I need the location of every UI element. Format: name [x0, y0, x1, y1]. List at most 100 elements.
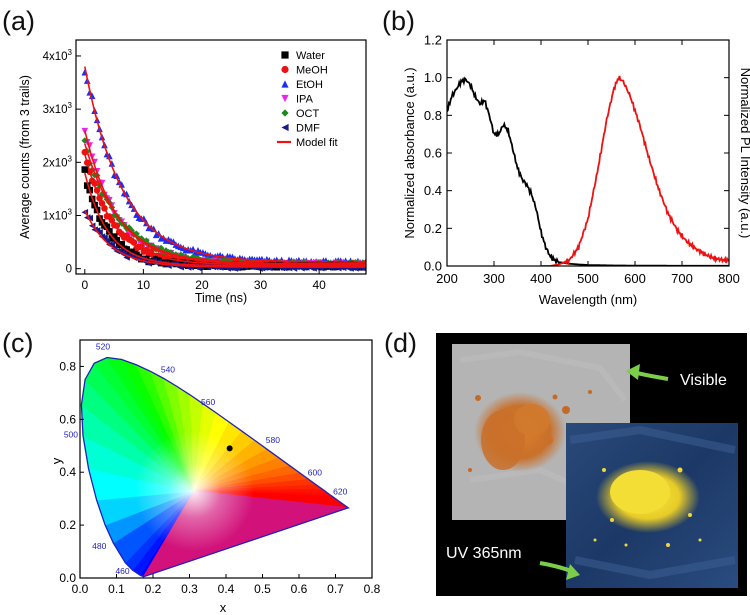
chart-c-cie-diagram: 0.0 0.1 0.2 0.3 0.4 0.5 0.6 0.7 0.8 0.0 0.2 0.4 0.6 0… [49, 339, 381, 615]
series-absorbance-line [447, 76, 729, 266]
data-point [130, 239, 138, 246]
x-tick-label: 700 [671, 271, 693, 286]
legend-marker-meoh [281, 65, 289, 74]
x-tick-label: 30 [254, 278, 268, 292]
x-tick-label: 40 [312, 278, 326, 292]
data-point [106, 228, 113, 235]
y-tick-label: 4x103 [43, 48, 73, 63]
chart-c-axes: 0.0 0.1 0.2 0.3 0.4 0.5 0.6 0.7 0.8 0.0 0.2 0.4 0.6 0… [59, 359, 380, 596]
y-tick-label: 0.8 [59, 359, 76, 373]
data-point [113, 236, 121, 244]
visible-arrowhead [626, 364, 640, 380]
x-tick-label: 0.2 [145, 582, 162, 596]
wavelength-label-580: 580 [266, 435, 280, 445]
chart-b-frame [446, 39, 730, 267]
cie-sample-point-group [226, 445, 233, 452]
legend-marker-ipa [281, 94, 289, 103]
x-tick-label: 400 [530, 271, 552, 286]
data-point [157, 244, 165, 252]
x-tick-label: 0.8 [364, 582, 381, 596]
data-point [103, 237, 111, 244]
y-tick-label: 1.0 [424, 70, 442, 85]
y-tick-label: 2x103 [43, 154, 73, 169]
y-tick-label: 0.4 [424, 183, 442, 198]
y-tick-label: 0.0 [424, 259, 442, 274]
data-point [96, 228, 103, 236]
wavelength-label-460: 460 [115, 566, 129, 576]
panel-label-d: (d) [384, 328, 417, 358]
data-point [96, 215, 103, 222]
model-fit-dmf [84, 209, 366, 268]
wavelength-label-600: 600 [308, 468, 322, 478]
x-tick-label: 0.7 [327, 582, 344, 596]
chart-b-spectra: 200 300 400 500 600 700 800 0.0 0.2 0.4 0.6 0.8 1.0 1… [402, 33, 750, 308]
data-point [113, 172, 121, 180]
y-tick-label: 0.0 [59, 571, 76, 585]
legend-label-model-fit: Model fit [296, 137, 338, 149]
chart-c-ylabel: y [49, 457, 64, 464]
uv-label: UV 365nm [446, 545, 522, 562]
model-fit-lines [84, 66, 366, 268]
chart-a-ylabel: Average counts (from 3 trails) [18, 75, 32, 239]
y-tick-label: 0.6 [424, 146, 442, 161]
chart-a-frame [75, 39, 367, 275]
legend-marker-etoh [281, 80, 289, 88]
model-fit-water [84, 172, 366, 267]
data-point [81, 137, 89, 144]
y-tick-label: 0.4 [59, 465, 76, 479]
chart-a-plot-area [81, 66, 366, 272]
x-tick-label: 300 [483, 271, 505, 286]
wavelength-label-540: 540 [161, 365, 175, 375]
x-tick-label: 200 [436, 271, 458, 286]
legend-label-ipa: IPA [296, 94, 314, 106]
data-point [106, 152, 113, 160]
chart-b-ylabel-left: Normalized absorbance (a.u.) [402, 67, 417, 238]
wavelength-label-500: 500 [64, 430, 78, 440]
x-tick-label: 0.6 [291, 582, 308, 596]
x-tick-label: 0 [81, 278, 88, 292]
x-tick-label: 500 [577, 271, 599, 286]
data-point [103, 223, 111, 231]
chart-a-decay: 0 10 20 30 40 0 1x103 2x103 3x103 4x103 Time (ns)… [18, 39, 367, 305]
chart-b-xlabel: Wavelength (nm) [539, 292, 638, 307]
y-tick-label: 0.2 [424, 221, 442, 236]
wavelength-label-620: 620 [333, 487, 347, 497]
data-point [177, 251, 185, 259]
data-point [140, 215, 148, 222]
model-fit-etoh [84, 66, 366, 263]
x-tick-label: 0.4 [218, 582, 235, 596]
data-point [138, 235, 145, 242]
x-tick-label: 10 [137, 278, 151, 292]
model-fit-oct [84, 143, 366, 265]
data-point [113, 222, 121, 230]
uv-arrowhead [566, 564, 580, 580]
legend-marker-dmf [281, 123, 289, 132]
visible-label: Visible [680, 372, 727, 389]
y-tick-label: 3x103 [43, 101, 73, 116]
chart-b-ylabel-right: Normalized PL Intensity (a.u.) [738, 68, 750, 239]
data-point [108, 160, 116, 167]
x-tick-label: 0.5 [254, 582, 271, 596]
chart-a-legend: Water MeOH EtOH IPA OCT DMF Model fit [277, 50, 338, 149]
legend-marker-oct [281, 109, 289, 117]
chart-b-plot-area [447, 75, 729, 266]
data-point [108, 241, 116, 248]
white-point-glow [134, 430, 255, 551]
chart-a-xlabel: Time (ns) [195, 291, 247, 305]
y-tick-label: 0.6 [59, 412, 76, 426]
x-tick-label: 600 [624, 271, 646, 286]
data-point [162, 247, 170, 254]
wavelength-label-480: 480 [92, 541, 106, 551]
legend-label-dmf: DMF [296, 123, 320, 135]
y-tick-label: 1x103 [43, 208, 73, 223]
data-point [111, 233, 118, 240]
uv-light-photo [566, 423, 738, 588]
wavelength-label-520: 520 [96, 341, 110, 351]
locus-outline [80, 356, 350, 578]
y-tick-label: 0.8 [424, 108, 442, 123]
data-point [101, 234, 108, 241]
y-tick-label: 1.2 [424, 33, 442, 48]
data-point [83, 182, 91, 189]
y-tick-label: 0 [66, 264, 72, 276]
